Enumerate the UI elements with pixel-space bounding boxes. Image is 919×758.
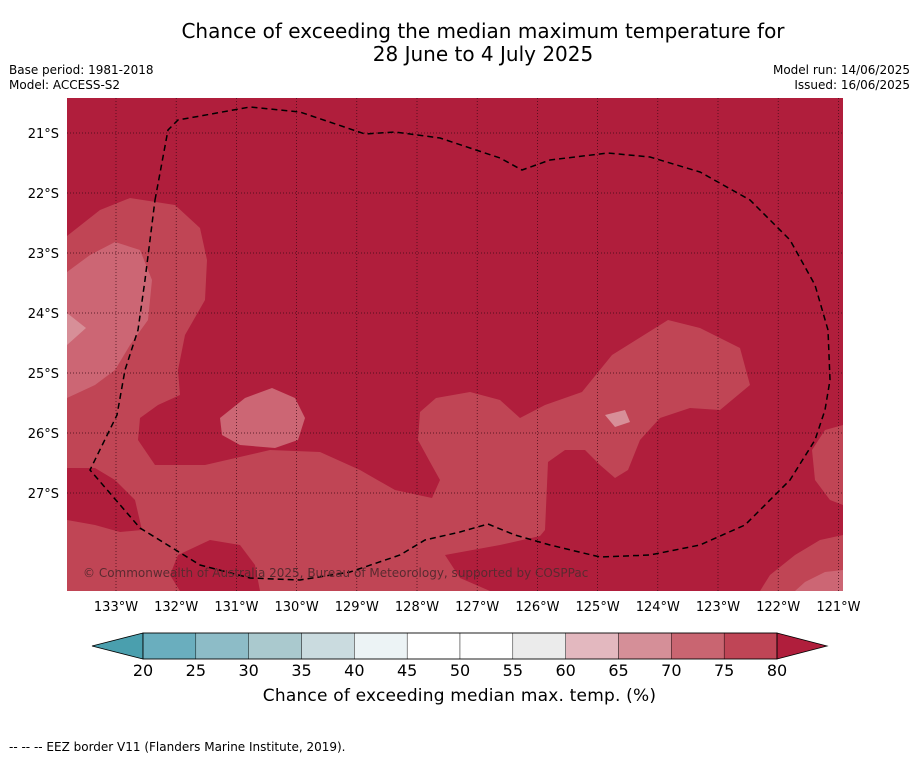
colorbar-tick-label: 60 — [555, 661, 575, 680]
colorbar-tick-label: 45 — [397, 661, 417, 680]
longitude-labels: 133°W 132°W 131°W 130°W 129°W 128°W 127°W 126°W… — [94, 600, 861, 615]
lon-tick-label: 126°W — [515, 600, 559, 615]
lon-tick-label: 122°W — [756, 600, 800, 615]
colorbar-tick-label: 20 — [133, 661, 153, 680]
colorbar-tick-label: 80 — [767, 661, 787, 680]
colorbar-frame — [142, 632, 778, 660]
colorbar-swatch — [723, 632, 778, 660]
lon-tick-label: 130°W — [275, 600, 319, 615]
colorbar-swatch — [354, 632, 408, 660]
colorbar-tick-label: 75 — [714, 661, 734, 680]
base-period: Base period: 1981-2018 — [9, 63, 154, 77]
colorbar-tick-label: 40 — [344, 661, 364, 680]
title-line-1: Chance of exceeding the median maximum t… — [181, 19, 785, 43]
lon-tick-label: 129°W — [335, 600, 379, 615]
lat-tick-label: 24°S — [28, 307, 59, 322]
model-run: Model run: 14/06/2025 — [772, 63, 910, 77]
lon-tick-label: 124°W — [636, 600, 680, 615]
region-65-center — [605, 410, 630, 427]
colorbar-swatch — [142, 632, 197, 660]
lon-tick-label: 131°W — [214, 600, 258, 615]
colorbar-low-extend — [91, 632, 144, 660]
colorbar-tick-label: 50 — [450, 661, 470, 680]
region-75-large — [67, 198, 750, 591]
region-80-south — [170, 540, 260, 591]
colorbar-swatch — [248, 632, 302, 660]
title-line-2: 28 June to 4 July 2025 — [372, 42, 594, 66]
copyright-text: © Commonwealth of Australia 2025, Bureau… — [83, 566, 588, 580]
colorbar-swatch — [565, 632, 619, 660]
region-65-west — [67, 313, 86, 345]
map-title: Chance of exceeding the median maximum t… — [0, 20, 919, 66]
map-grid — [67, 98, 843, 591]
model-name: Model: ACCESS-S2 — [9, 78, 121, 92]
colorbar-swatch — [406, 632, 461, 660]
map-area: © Commonwealth of Australia 2025, Bureau… — [67, 98, 843, 591]
colorbar-swatch — [195, 632, 249, 660]
lon-tick-label: 121°W — [816, 600, 860, 615]
colorbar-swatch — [301, 632, 355, 660]
colorbar-tick-label: 55 — [503, 661, 523, 680]
region-70-west — [67, 242, 152, 398]
lon-tick-label: 133°W — [94, 600, 138, 615]
lon-tick-label: 132°W — [154, 600, 198, 615]
latitude-labels: 21°S 22°S 23°S 24°S 25°S 26°S 27°S — [28, 127, 59, 502]
region-75-east — [812, 425, 843, 505]
colorbar-high-extend — [776, 632, 829, 660]
lon-tick-label: 123°W — [696, 600, 740, 615]
meta-right: Model run: 14/06/2025 Issued: 16/06/2025 — [773, 63, 910, 93]
colorbar-tick-label: 25 — [186, 661, 206, 680]
colorbar-tick-label: 30 — [238, 661, 258, 680]
colorbar-tick-label: 70 — [661, 661, 681, 680]
lat-tick-label: 23°S — [28, 247, 59, 262]
lon-tick-label: 125°W — [576, 600, 620, 615]
issued-date: Issued: 16/06/2025 — [794, 78, 910, 92]
eez-border — [89, 106, 831, 581]
colorbar-swatch — [512, 632, 566, 660]
lat-tick-label: 21°S — [28, 127, 59, 142]
meta-left: Base period: 1981-2018 Model: ACCESS-S2 — [9, 63, 154, 93]
lat-tick-label: 26°S — [28, 427, 59, 442]
colorbar-title: Chance of exceeding median max. temp. (%… — [262, 686, 657, 706]
colorbar-tick-label: 65 — [608, 661, 628, 680]
colorbar-swatch — [671, 632, 725, 660]
colorbar-swatch — [459, 632, 514, 660]
lat-tick-label: 22°S — [28, 187, 59, 202]
footnote: -- -- -- EEZ border V11 (Flanders Marine… — [9, 740, 346, 754]
region-70-corner — [795, 570, 843, 591]
colorbar: 20 25 30 35 40 45 50 55 60 65 70 75 80 — [91, 632, 829, 680]
lat-tick-label: 27°S — [28, 487, 59, 502]
region-80-southwest — [67, 468, 142, 532]
lon-tick-label: 128°W — [395, 600, 439, 615]
lon-tick-label: 127°W — [455, 600, 499, 615]
lat-tick-label: 25°S — [28, 367, 59, 382]
colorbar-tick-label: 35 — [291, 661, 311, 680]
colorbar-swatch — [618, 632, 672, 660]
